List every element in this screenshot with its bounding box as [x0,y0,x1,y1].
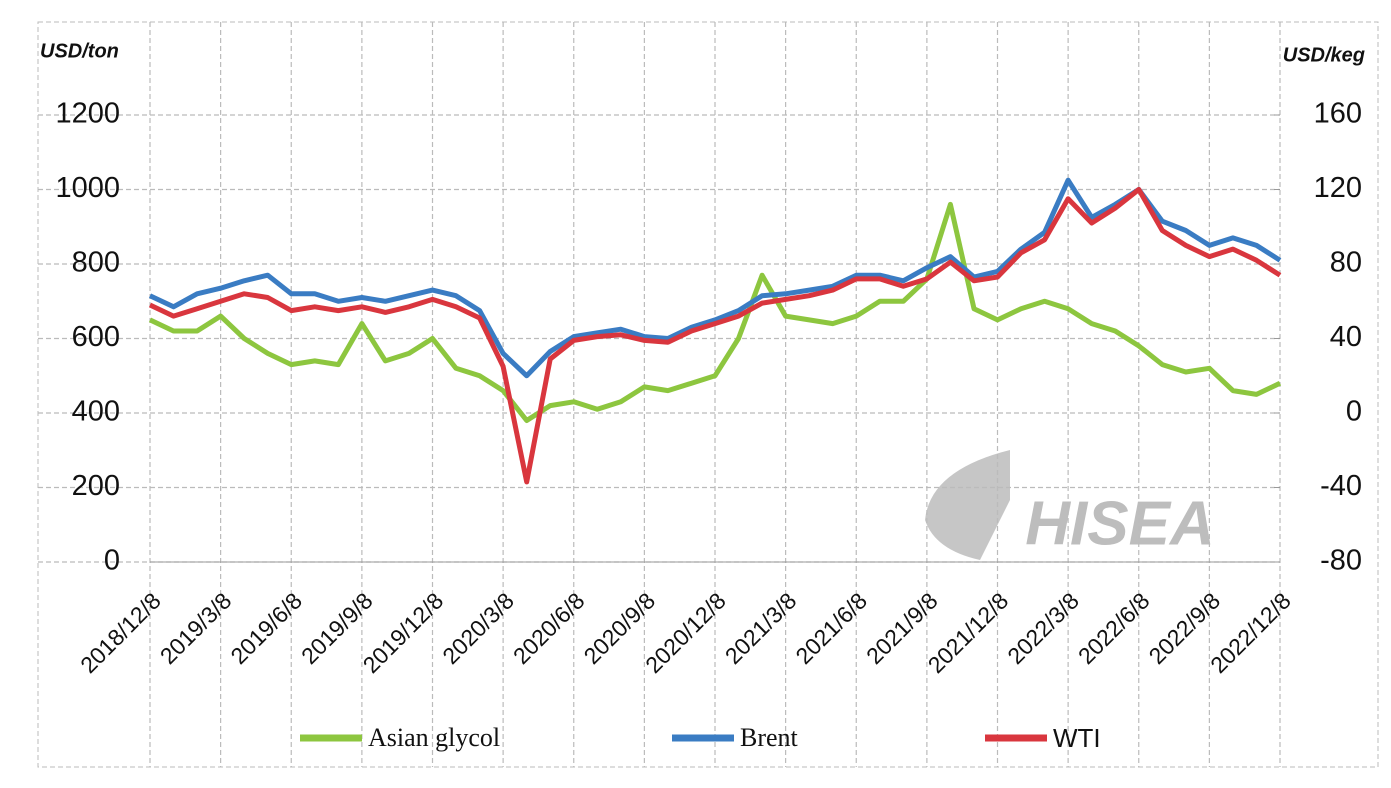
series-line [148,187,1282,485]
y-tick-label: 600 [72,321,120,353]
x-tick-label: 2021/6/8 [790,587,872,669]
x-tick-label: 2018/12/8 [75,587,166,678]
watermark: HISEA [900,445,1265,565]
series-line [148,201,1282,423]
legend-label: Asian glycol [368,723,500,752]
y2-axis-title: USD/keg [1283,44,1365,66]
y-tick-label: 1200 [55,98,120,130]
x-tick-label: 2021/3/8 [720,587,802,669]
y2-tick-label: 80 [1330,247,1362,279]
x-tick-label: 2020/6/8 [508,587,590,669]
legend-label: WTI [1053,723,1101,753]
x-tick-label: 2019/3/8 [155,587,237,669]
y-tick-label: 800 [72,247,120,279]
legend-label: Brent [740,723,799,752]
y2-tick-label: 160 [1314,98,1362,130]
x-tick-label: 2022/6/8 [1073,587,1155,669]
frame [37,21,1379,768]
y2-tick-label: 40 [1330,321,1362,353]
y-tick-label: 400 [72,396,120,428]
y-tick-label: 0 [104,545,120,577]
series-line [148,177,1282,379]
x-tick-label: 2022/3/8 [1002,587,1084,669]
y-axis-title: USD/ton [40,40,119,62]
y-tick-label: 200 [72,470,120,502]
y2-tick-label: -80 [1320,545,1362,577]
x-tick-label: 2020/3/8 [437,587,519,669]
x-tick-label: 2019/6/8 [225,587,307,669]
y-tick-label: 1000 [55,172,120,204]
watermark-text: HISEA [1025,489,1214,558]
y2-tick-label: 0 [1346,396,1362,428]
y2-tick-label: 120 [1314,172,1362,204]
y2-tick-label: -40 [1320,470,1362,502]
